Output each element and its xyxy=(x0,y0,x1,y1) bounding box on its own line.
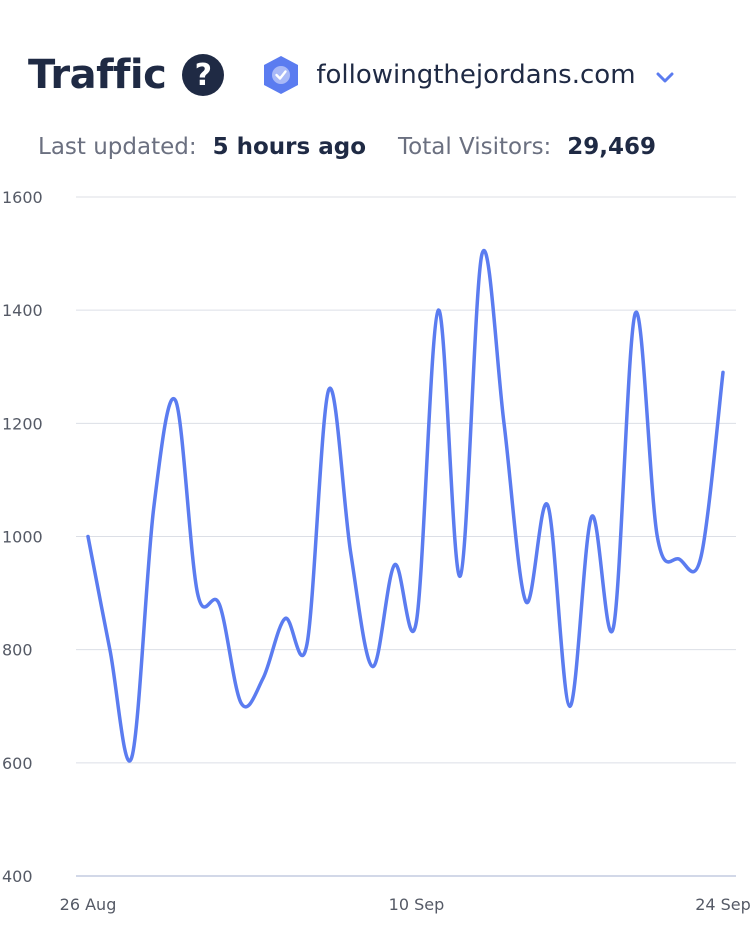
x-tick-label: 26 Aug xyxy=(60,895,117,914)
y-tick-label: 1400 xyxy=(2,301,43,320)
y-tick-label: 400 xyxy=(2,867,33,886)
page-title: Traffic xyxy=(28,52,167,98)
stats-bar: Last updated: 5 hours ago Total Visitors… xyxy=(38,134,656,160)
total-visitors-label: Total Visitors: xyxy=(398,134,552,160)
question-circle-icon[interactable]: ? xyxy=(182,54,225,96)
last-updated-label: Last updated: xyxy=(38,134,197,160)
y-tick-label: 600 xyxy=(2,754,33,773)
header: Traffic ? followingthejordans.com xyxy=(28,46,674,104)
site-name: followingthejordans.com xyxy=(316,60,636,90)
total-visitors-value: 29,469 xyxy=(567,134,657,160)
site-selector[interactable]: followingthejordans.com xyxy=(262,55,674,95)
series-line xyxy=(86,248,725,763)
y-tick-label: 1000 xyxy=(2,528,43,547)
verified-badge-icon xyxy=(262,55,300,95)
y-tick-label: 1200 xyxy=(2,414,43,433)
last-updated-value: 5 hours ago xyxy=(212,134,366,160)
y-tick-label: 1600 xyxy=(2,188,43,207)
y-tick-label: 800 xyxy=(2,641,33,660)
chevron-down-icon[interactable] xyxy=(656,69,674,83)
x-tick-label: 10 Sep xyxy=(389,895,445,914)
x-tick-label: 24 Sep xyxy=(695,895,751,914)
